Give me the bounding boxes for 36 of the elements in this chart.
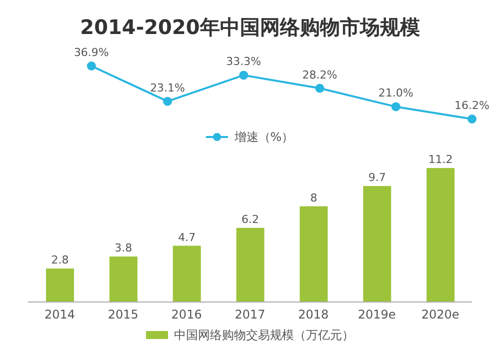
- legend-label: 增速（%）: [234, 128, 294, 146]
- bar: [300, 206, 328, 302]
- data-label: 4.7: [178, 230, 196, 244]
- x-tick-label: 2018: [298, 308, 329, 322]
- x-tick-label: 2015: [108, 308, 138, 322]
- bar: [363, 186, 392, 302]
- x-tick-label: 2017: [234, 308, 266, 322]
- data-label: 16.2%: [454, 99, 490, 112]
- bar: [236, 228, 264, 302]
- data-label: 2.8: [51, 254, 69, 266]
- data-label: 8: [310, 191, 318, 204]
- data-label: 23.1%: [150, 81, 186, 94]
- x-tick-label: 2016: [171, 308, 202, 322]
- point: [468, 114, 476, 124]
- point: [239, 70, 248, 80]
- point: [163, 96, 172, 106]
- data-label: 6.2: [242, 212, 260, 226]
- legend-label: 中国网络购物交易规模（万亿元）: [174, 326, 354, 344]
- point: [86, 62, 96, 70]
- x-tick-label: 2019e: [358, 308, 396, 322]
- bar: [46, 268, 74, 302]
- point: [315, 84, 324, 93]
- x-tick-label: 2020e: [421, 308, 460, 322]
- bar: [172, 246, 201, 302]
- data-label: 28.2%: [302, 68, 338, 82]
- chart-title: 2014-2020年中国网络购物市场规模: [79, 14, 421, 41]
- data-label: 33.3%: [226, 55, 262, 68]
- data-label: 21.0%: [378, 86, 414, 100]
- data-label: 36.9%: [74, 46, 109, 59]
- bar: [109, 256, 138, 302]
- bar: [426, 168, 455, 302]
- data-label: 11.2: [428, 153, 453, 166]
- data-label: 3.8: [114, 242, 132, 255]
- point: [391, 102, 400, 112]
- data-label: 9.7: [368, 170, 386, 184]
- x-tick-label: 2014: [44, 308, 75, 322]
